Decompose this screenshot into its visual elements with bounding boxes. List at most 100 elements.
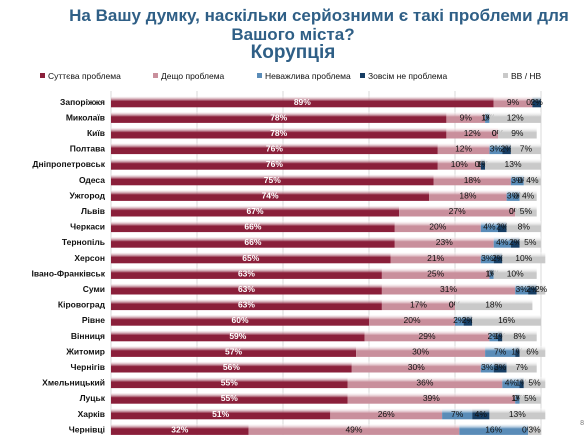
data-label: 10% bbox=[515, 253, 532, 263]
category-label: Чернівці bbox=[69, 424, 105, 434]
data-label: 6% bbox=[526, 346, 539, 356]
legend-swatch bbox=[257, 73, 262, 79]
data-label: 1% bbox=[485, 268, 498, 278]
category-label: Кіровоград bbox=[58, 300, 106, 310]
legend-swatch bbox=[40, 73, 45, 79]
bar-segment bbox=[510, 236, 520, 248]
category-label: Харків bbox=[78, 409, 105, 419]
data-label: 30% bbox=[408, 362, 425, 372]
bar-segment bbox=[356, 345, 486, 357]
legend-item: Суттєва проблема bbox=[40, 71, 121, 81]
data-label: 2% bbox=[500, 144, 513, 154]
bar-segment bbox=[399, 205, 516, 217]
data-label: 7% bbox=[520, 144, 533, 154]
data-label: 31% bbox=[440, 284, 457, 294]
bar-segment bbox=[111, 127, 447, 139]
bar-segment bbox=[442, 408, 473, 420]
data-label: 26% bbox=[378, 409, 395, 419]
data-label: 9% bbox=[507, 97, 520, 107]
data-label: 78% bbox=[270, 112, 287, 122]
data-label: 1% bbox=[481, 112, 494, 122]
bar-segment bbox=[111, 423, 249, 435]
bar-segment bbox=[506, 189, 520, 201]
bar-segment bbox=[347, 392, 516, 404]
data-label: 3% bbox=[481, 253, 494, 263]
bar-segment bbox=[390, 252, 481, 264]
page-number: 8 bbox=[580, 420, 584, 427]
category-label: Одеса bbox=[79, 175, 105, 185]
data-label: 57% bbox=[225, 346, 242, 356]
data-label: 36% bbox=[416, 378, 433, 388]
bar-segment bbox=[510, 174, 524, 186]
category-label: Суми bbox=[83, 284, 105, 294]
legend-label: ВВ / НВ bbox=[511, 71, 542, 81]
bar-segment bbox=[111, 267, 382, 279]
bar-segment bbox=[111, 158, 438, 170]
bar-segment bbox=[519, 377, 524, 389]
bar-segment bbox=[111, 345, 357, 357]
bar-segment bbox=[455, 314, 464, 326]
data-label: 66% bbox=[244, 237, 261, 247]
bar-segment bbox=[493, 236, 511, 248]
data-label: 2% bbox=[535, 284, 548, 294]
category-label: Рівне bbox=[82, 315, 105, 325]
data-label: 10% bbox=[451, 159, 468, 169]
bar-segment bbox=[510, 143, 541, 155]
data-label: 2% bbox=[453, 315, 466, 325]
category-label: Київ bbox=[87, 128, 105, 138]
bar-segment bbox=[480, 361, 494, 373]
data-label: 4% bbox=[505, 378, 518, 388]
bar-segment bbox=[381, 299, 455, 311]
category-label: Черкаси bbox=[70, 222, 105, 232]
bar-segment bbox=[489, 330, 498, 342]
data-label: 49% bbox=[345, 424, 362, 434]
data-label: 12% bbox=[464, 128, 481, 138]
bar-segment bbox=[381, 267, 490, 279]
bar-segment bbox=[111, 174, 434, 186]
data-label: 2% bbox=[462, 315, 475, 325]
data-label: 59% bbox=[229, 331, 246, 341]
data-label: 1% bbox=[477, 159, 490, 169]
bar-segment bbox=[111, 189, 430, 201]
bar-segment bbox=[528, 283, 537, 295]
bar-segment bbox=[502, 377, 520, 389]
category-label: Хмельницький bbox=[42, 378, 105, 388]
data-label: 3% bbox=[507, 190, 520, 200]
bar-segment bbox=[480, 158, 486, 170]
data-label: 18% bbox=[459, 190, 476, 200]
data-label: 56% bbox=[223, 362, 240, 372]
chart-subtitle: Корупція bbox=[250, 42, 336, 63]
legend-label: Суттєва проблема bbox=[48, 71, 121, 81]
bar-segment bbox=[498, 330, 503, 342]
bar-segment bbox=[111, 361, 352, 373]
bar-segment bbox=[351, 361, 481, 373]
bar-segment bbox=[493, 267, 537, 279]
legend-label: Зовсім не проблема bbox=[368, 71, 448, 81]
data-label: 12% bbox=[455, 144, 472, 154]
bar-segment bbox=[485, 158, 541, 170]
category-label: Луцьк bbox=[80, 393, 106, 403]
data-label: 63% bbox=[238, 284, 255, 294]
data-label: 21% bbox=[427, 253, 444, 263]
data-label: 3% bbox=[528, 424, 541, 434]
data-label: 55% bbox=[221, 378, 238, 388]
data-label: 17% bbox=[410, 300, 427, 310]
data-label: 2% bbox=[488, 331, 501, 341]
data-label: 2% bbox=[526, 284, 539, 294]
bar-segment bbox=[528, 423, 541, 435]
bar-segment bbox=[446, 111, 486, 123]
data-label: 10% bbox=[507, 268, 524, 278]
category-label: Львів bbox=[81, 206, 105, 216]
data-label: 18% bbox=[485, 300, 502, 310]
data-label: 1% bbox=[511, 346, 524, 356]
bar-segment bbox=[489, 143, 503, 155]
bar-segment bbox=[515, 283, 529, 295]
data-label: 74% bbox=[262, 190, 279, 200]
data-label: 8% bbox=[518, 222, 531, 232]
data-label: 13% bbox=[509, 409, 526, 419]
bar-segment bbox=[437, 143, 490, 155]
data-label: 1% bbox=[511, 393, 524, 403]
bar-segment bbox=[472, 314, 541, 326]
chart-title-line1: На Вашу думку, наскільки серйозними є та… bbox=[69, 6, 569, 25]
